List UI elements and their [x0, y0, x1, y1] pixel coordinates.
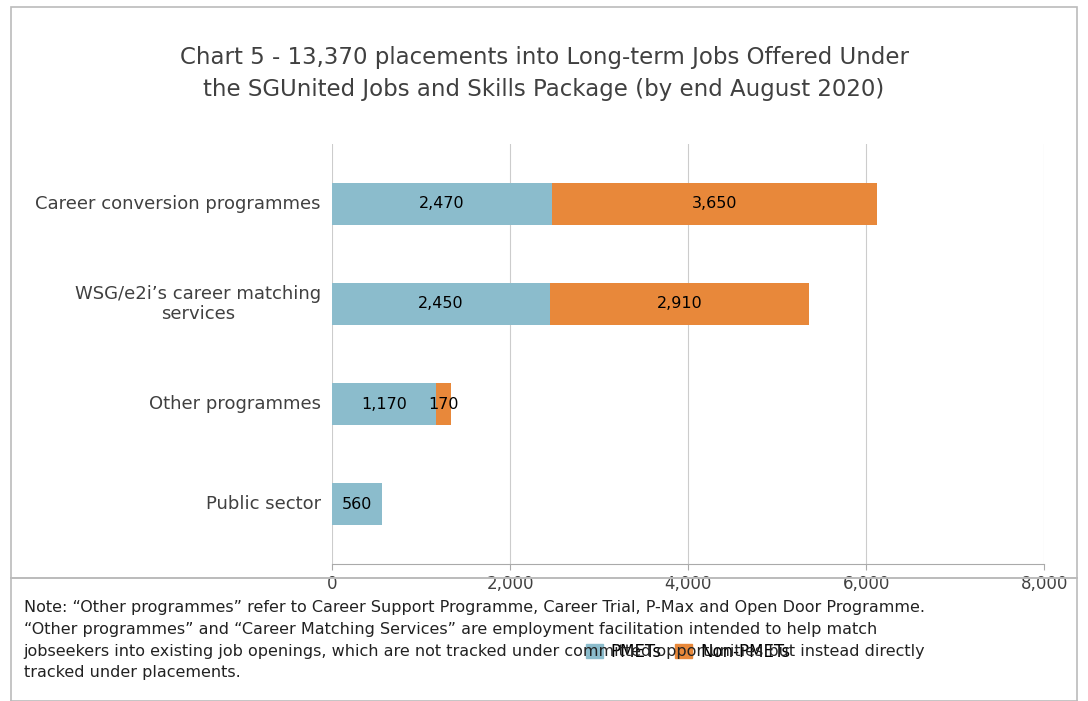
- Bar: [551, 283, 809, 325]
- Bar: [332, 183, 552, 225]
- Bar: [332, 283, 551, 325]
- Text: 560: 560: [342, 497, 372, 512]
- Text: 170: 170: [429, 397, 459, 411]
- Text: 2,470: 2,470: [419, 196, 465, 211]
- Text: 3,650: 3,650: [692, 196, 738, 211]
- Text: 1,170: 1,170: [361, 397, 407, 411]
- Text: 2,910: 2,910: [657, 297, 703, 311]
- Legend: PMETs, Non-PMETs: PMETs, Non-PMETs: [581, 638, 795, 666]
- Text: Note: “Other programmes” refer to Career Support Programme, Career Trial, P-Max : Note: “Other programmes” refer to Career…: [24, 600, 925, 680]
- Bar: [436, 383, 452, 425]
- Text: Chart 5 - 13,370 placements into Long-term Jobs Offered Under
the SGUnited Jobs : Chart 5 - 13,370 placements into Long-te…: [180, 46, 908, 101]
- Bar: [332, 383, 436, 425]
- Bar: [552, 183, 877, 225]
- Bar: [332, 483, 382, 525]
- Text: 2,450: 2,450: [418, 297, 463, 311]
